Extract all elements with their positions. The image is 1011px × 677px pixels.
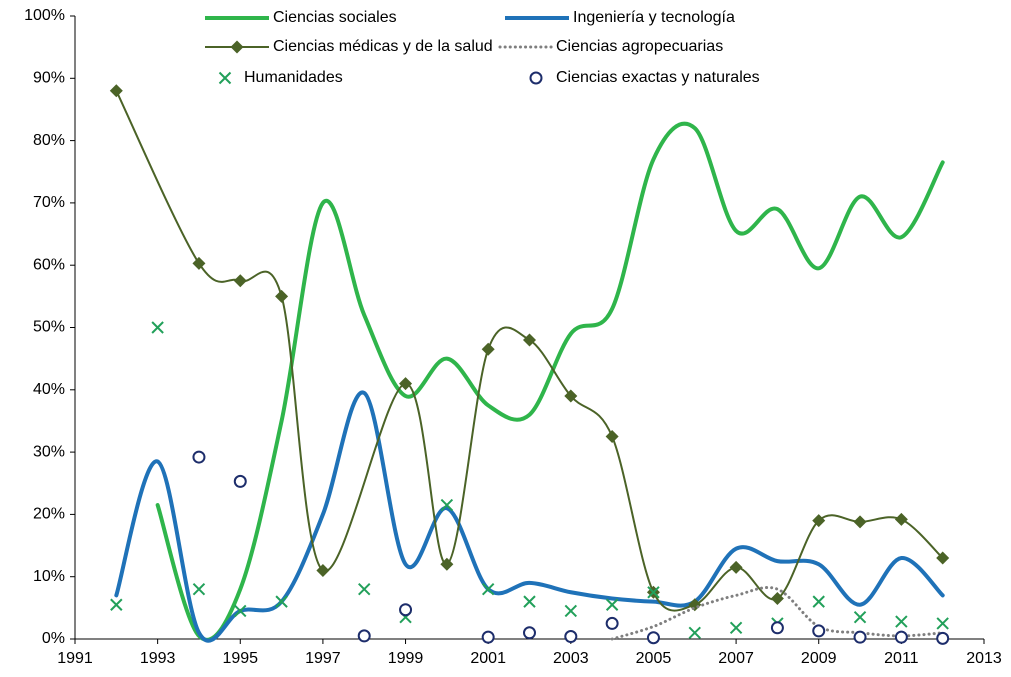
x-tick-label: 2001 [470, 650, 506, 667]
x-tick-label: 2011 [884, 650, 919, 667]
cross-marker [358, 582, 371, 596]
x-tick-label: 2009 [801, 650, 837, 667]
x-tick-label: 1993 [140, 650, 176, 667]
cross-marker [605, 598, 619, 611]
y-tick-label: 10% [33, 568, 65, 585]
circle-marker [192, 450, 206, 464]
cross-marker [234, 604, 247, 618]
legend-label: Ciencias médicas y de la salud [273, 38, 493, 55]
cross-marker [523, 595, 536, 608]
series-line [114, 390, 945, 643]
legend-label: Humanidades [244, 69, 343, 86]
diamond-marker [853, 515, 867, 529]
cross-marker [481, 582, 495, 596]
y-tick-label: 0% [42, 630, 65, 647]
legend-marker [218, 71, 232, 85]
cross-marker [853, 610, 867, 624]
y-tick-label: 40% [33, 381, 65, 398]
y-tick-label: 90% [33, 70, 65, 87]
legend-label: Ciencias sociales [273, 9, 397, 26]
circle-marker [812, 624, 826, 638]
legend-label: Ingeniería y tecnología [573, 9, 735, 26]
diamond-marker [109, 84, 123, 98]
cross-marker [192, 582, 206, 596]
cross-marker [275, 595, 288, 608]
x-tick-label: 2005 [636, 650, 672, 667]
circle-marker [564, 630, 578, 644]
y-tick-label: 30% [33, 443, 65, 460]
diamond-marker [399, 377, 413, 391]
series-line [155, 121, 945, 642]
y-tick-label: 80% [33, 132, 65, 149]
cross-marker [936, 617, 949, 630]
diamond-marker [770, 592, 784, 606]
x-tick-label: 1991 [57, 650, 93, 667]
circle-marker [605, 616, 619, 630]
cross-marker [151, 321, 164, 334]
x-tick-label: 2007 [718, 650, 754, 667]
diamond-marker [936, 551, 950, 565]
diamond-marker [564, 389, 578, 403]
circle-marker [357, 629, 371, 643]
circle-marker [523, 626, 536, 640]
diamond-marker [440, 557, 454, 571]
circle-marker [399, 603, 413, 617]
circle-marker [646, 631, 660, 645]
legend-marker [230, 40, 244, 54]
diamond-marker [316, 563, 330, 577]
diamond-marker [233, 274, 247, 288]
circle-marker [770, 621, 784, 635]
cross-marker [564, 604, 578, 618]
series-line [115, 89, 944, 612]
legend-label: Ciencias exactas y naturales [556, 69, 760, 86]
diamond-marker [894, 512, 908, 526]
cross-marker [812, 595, 825, 608]
cross-marker [895, 615, 908, 628]
y-tick-label: 20% [33, 506, 65, 523]
circle-marker [481, 630, 495, 644]
diamond-marker [812, 514, 826, 528]
diamond-marker [729, 560, 743, 574]
cross-marker [110, 598, 123, 611]
diamond-marker [605, 430, 619, 444]
diamond-marker [192, 256, 206, 270]
circle-marker [894, 630, 908, 644]
cross-marker [729, 621, 743, 634]
x-tick-label: 2003 [553, 650, 589, 667]
x-tick-label: 2013 [966, 650, 1002, 667]
diamond-marker [523, 333, 536, 347]
y-tick-label: 100% [24, 7, 65, 24]
x-tick-label: 1995 [222, 650, 258, 667]
diamond-marker [275, 289, 289, 303]
legend-marker [529, 71, 543, 85]
diamond-marker [481, 342, 495, 356]
circle-marker [233, 474, 247, 488]
x-tick-label: 1997 [305, 650, 341, 667]
cross-marker [440, 498, 454, 512]
legend-label: Ciencias agropecuarias [556, 38, 723, 55]
y-tick-label: 60% [33, 256, 65, 273]
circle-marker [853, 630, 867, 644]
cross-marker [647, 586, 660, 599]
y-tick-label: 50% [33, 319, 65, 336]
y-tick-label: 70% [33, 194, 65, 211]
x-tick-label: 1999 [388, 650, 424, 667]
series-line [610, 586, 945, 641]
cross-marker [688, 626, 701, 639]
circle-marker [936, 631, 950, 645]
